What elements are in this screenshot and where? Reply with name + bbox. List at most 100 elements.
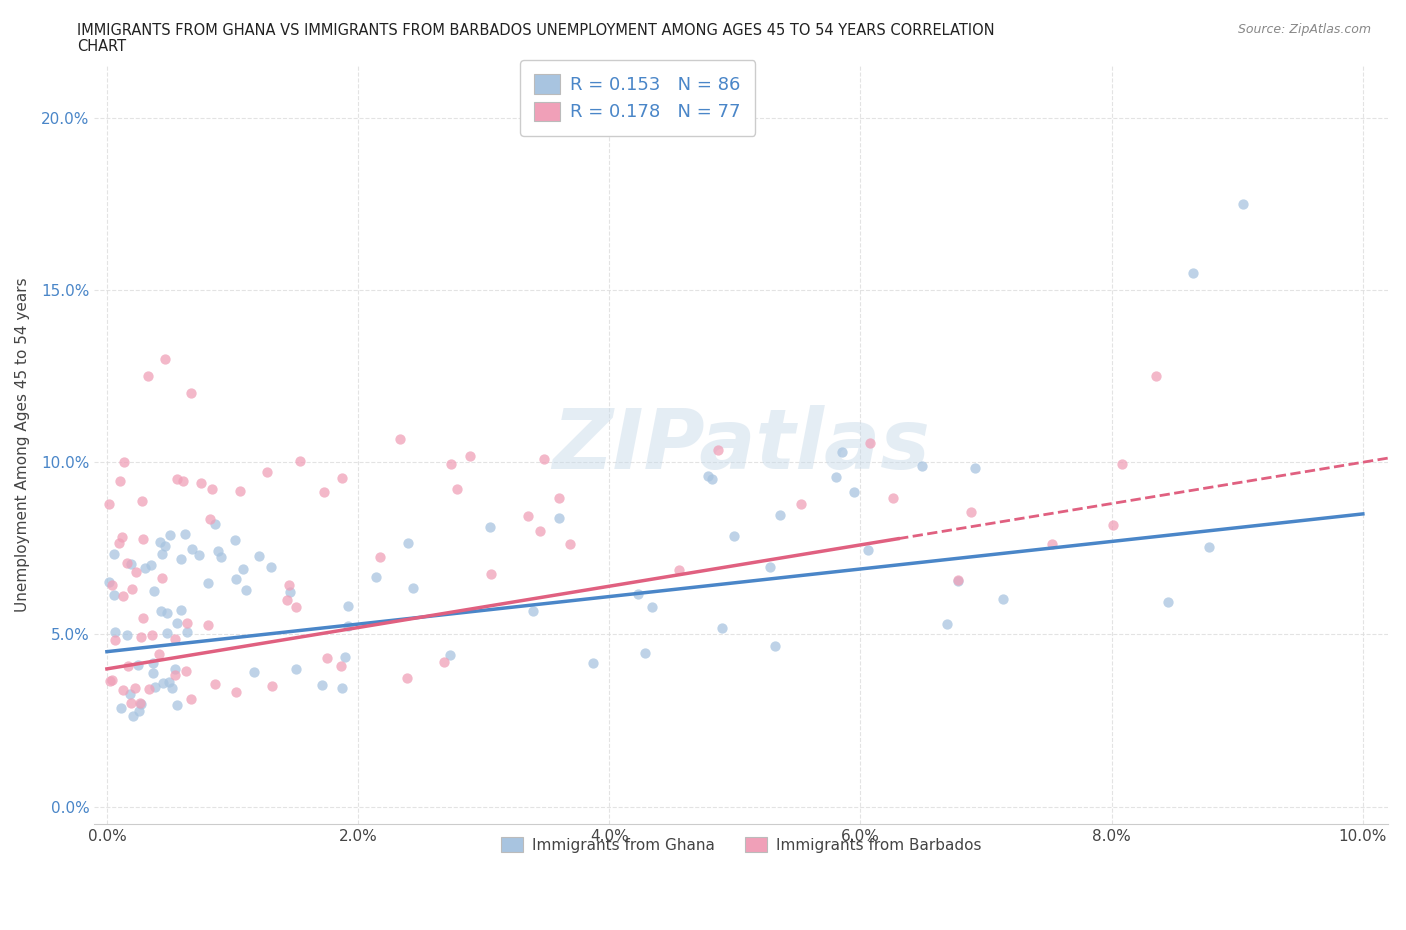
Point: [440, 457, 463, 472]
Point: [124, 565, 146, 579]
Point: [225, 571, 247, 586]
Point: [117, 658, 139, 673]
Point: [142, 666, 165, 681]
Point: [180, 386, 202, 401]
Point: [330, 658, 353, 673]
Point: [128, 696, 150, 711]
Point: [333, 649, 356, 664]
Point: [103, 547, 125, 562]
Point: [389, 432, 412, 447]
Point: [139, 557, 162, 572]
Point: [710, 620, 733, 635]
Text: CHART: CHART: [77, 39, 127, 54]
Point: [859, 435, 882, 450]
Point: [150, 570, 173, 585]
Point: [197, 618, 219, 633]
Point: [370, 550, 392, 565]
Point: [156, 626, 179, 641]
Point: [224, 533, 246, 548]
Point: [104, 625, 127, 640]
Point: [260, 679, 283, 694]
Point: [1182, 265, 1205, 280]
Point: [112, 455, 135, 470]
Point: [1144, 368, 1167, 383]
Point: [201, 482, 224, 497]
Point: [668, 563, 690, 578]
Point: [232, 562, 254, 577]
Point: [259, 559, 281, 574]
Point: [763, 638, 786, 653]
Point: [209, 550, 232, 565]
Y-axis label: Unemployment Among Ages 45 to 54 years: Unemployment Among Ages 45 to 54 years: [15, 278, 30, 612]
Point: [149, 603, 172, 618]
Point: [856, 543, 879, 558]
Point: [173, 526, 195, 541]
Point: [163, 662, 186, 677]
Point: [166, 698, 188, 712]
Point: [936, 617, 959, 631]
Point: [141, 628, 163, 643]
Point: [160, 681, 183, 696]
Point: [143, 680, 166, 695]
Point: [1232, 196, 1254, 211]
Point: [142, 583, 165, 598]
Point: [100, 672, 122, 687]
Point: [153, 538, 176, 553]
Point: [166, 472, 188, 486]
Point: [759, 560, 782, 575]
Point: [278, 578, 301, 592]
Point: [769, 507, 792, 522]
Point: [110, 701, 132, 716]
Point: [235, 583, 257, 598]
Point: [247, 549, 270, 564]
Point: [395, 671, 418, 685]
Point: [228, 484, 250, 498]
Point: [446, 481, 468, 496]
Point: [364, 570, 387, 585]
Point: [311, 677, 333, 692]
Point: [157, 674, 180, 689]
Point: [120, 696, 142, 711]
Point: [831, 445, 853, 459]
Point: [165, 631, 187, 646]
Point: [278, 584, 301, 599]
Point: [98, 674, 121, 689]
Point: [176, 616, 198, 631]
Point: [138, 682, 160, 697]
Point: [101, 578, 124, 592]
Point: [142, 656, 165, 671]
Point: [1157, 594, 1180, 609]
Point: [152, 675, 174, 690]
Point: [396, 536, 419, 551]
Point: [312, 485, 335, 499]
Point: [159, 527, 181, 542]
Point: [634, 645, 657, 660]
Point: [965, 460, 987, 475]
Point: [790, 496, 813, 511]
Point: [517, 509, 540, 524]
Point: [330, 681, 353, 696]
Point: [288, 453, 311, 468]
Point: [174, 664, 197, 679]
Text: Source: ZipAtlas.com: Source: ZipAtlas.com: [1237, 23, 1371, 36]
Point: [163, 668, 186, 683]
Point: [547, 511, 569, 525]
Point: [166, 616, 188, 631]
Point: [697, 469, 720, 484]
Point: [188, 548, 211, 563]
Point: [150, 547, 173, 562]
Point: [1102, 518, 1125, 533]
Point: [1198, 539, 1220, 554]
Point: [479, 566, 502, 581]
Point: [134, 561, 156, 576]
Point: [115, 555, 138, 570]
Point: [842, 485, 865, 500]
Point: [458, 448, 481, 463]
Point: [149, 535, 172, 550]
Point: [723, 529, 745, 544]
Point: [336, 599, 359, 614]
Point: [243, 665, 266, 680]
Point: [522, 604, 544, 618]
Point: [122, 709, 145, 724]
Point: [882, 490, 904, 505]
